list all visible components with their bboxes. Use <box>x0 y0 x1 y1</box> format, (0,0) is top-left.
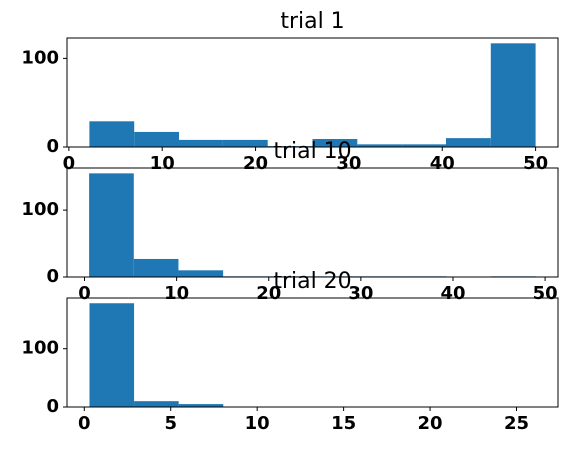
x-tick-label: 5 <box>164 413 177 434</box>
chart-title: trial 10 <box>273 139 351 164</box>
x-tick-label: 0 <box>78 283 91 304</box>
bar <box>357 144 403 147</box>
bar <box>178 404 224 407</box>
x-tick-label: 30 <box>348 283 373 304</box>
bar <box>134 401 179 407</box>
y-tick-label: 100 <box>21 199 59 220</box>
bar <box>445 138 491 147</box>
chart-title: trial 20 <box>273 269 351 294</box>
x-tick-label: 20 <box>243 153 268 174</box>
y-tick-label: 0 <box>46 396 59 417</box>
x-tick-label: 10 <box>245 413 270 434</box>
bar <box>134 131 180 147</box>
axes-frame <box>66 37 559 148</box>
x-tick-label: 15 <box>331 413 356 434</box>
x-tick-label: 40 <box>440 283 465 304</box>
y-tick-label: 0 <box>46 136 59 157</box>
x-tick-label: 10 <box>164 283 189 304</box>
x-tick-label: 0 <box>78 413 91 434</box>
x-tick-label: 20 <box>256 283 281 304</box>
y-tick-label: 0 <box>46 266 59 287</box>
bar <box>89 121 135 147</box>
bar <box>402 144 446 147</box>
axes-frame <box>66 167 559 278</box>
x-tick-label: 30 <box>336 153 361 174</box>
bar <box>133 258 179 277</box>
bar <box>312 139 358 147</box>
x-tick-label: 50 <box>523 153 548 174</box>
bar <box>179 139 223 147</box>
bar <box>178 270 224 277</box>
bar <box>490 43 536 147</box>
bar <box>222 139 268 147</box>
y-tick-label: 100 <box>21 338 59 359</box>
chart-title: trial 1 <box>280 9 344 34</box>
x-tick-label: 10 <box>150 153 175 174</box>
bar <box>89 303 135 407</box>
x-tick-label: 25 <box>504 413 529 434</box>
x-tick-label: 40 <box>430 153 455 174</box>
y-tick-label: 100 <box>21 47 59 68</box>
x-tick-label: 20 <box>418 413 443 434</box>
x-tick-label: 50 <box>533 283 558 304</box>
bar <box>89 173 134 277</box>
x-tick-label: 0 <box>63 153 76 174</box>
axes-frame <box>66 297 559 408</box>
